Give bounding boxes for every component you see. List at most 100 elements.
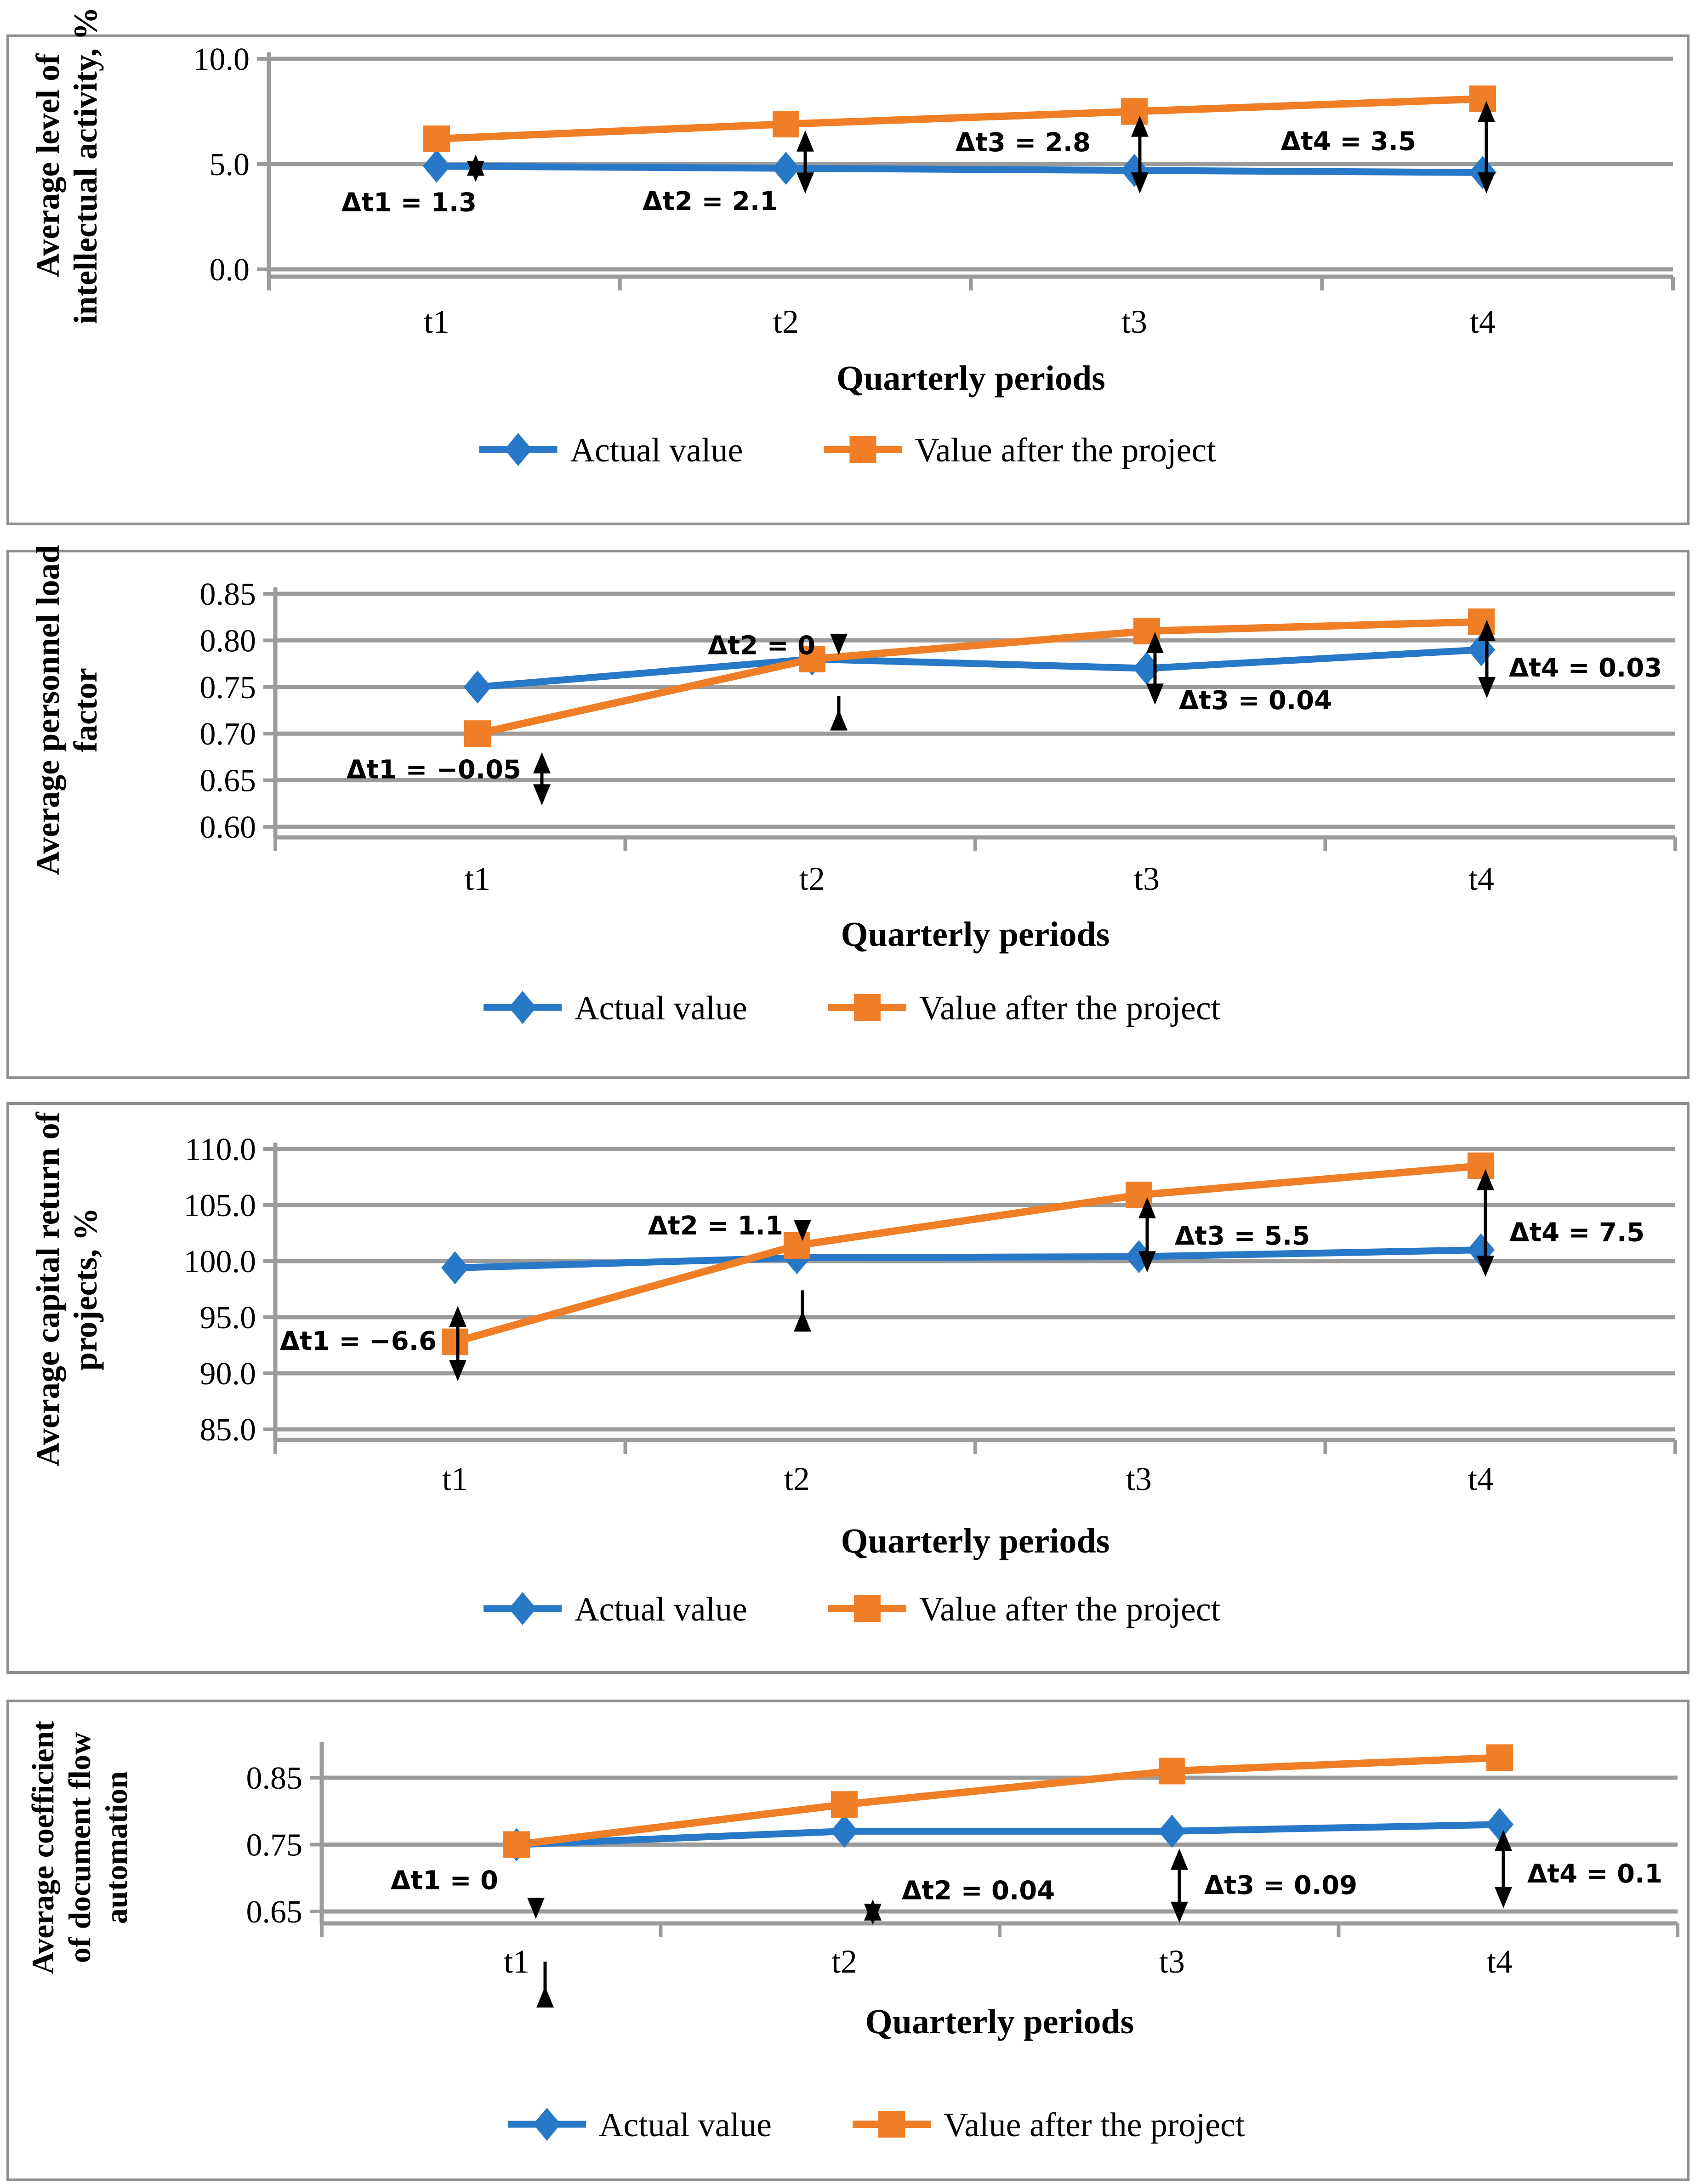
arrowhead-up-icon (449, 1306, 466, 1327)
delta-label: Δt1 = 1.3 (341, 188, 477, 217)
arrowhead-down-icon (527, 1898, 545, 1919)
legend-actual-marker-icon (504, 433, 532, 466)
delta-annotation: Δt2 = 0 (708, 631, 848, 731)
arrowhead-up-icon (830, 709, 848, 731)
x-tick-label: t1 (465, 860, 490, 897)
arrowhead-up-icon (1131, 115, 1149, 137)
project-point-marker-icon (773, 110, 799, 137)
arrowhead-down-icon (449, 1360, 466, 1382)
project-point-marker-icon (784, 1232, 810, 1259)
arrowhead-up-icon (794, 1310, 811, 1332)
arrowhead-up-icon (533, 752, 551, 774)
y-tick-label: 0.65 (200, 763, 256, 799)
actual-point-marker-icon (441, 1251, 469, 1285)
y-tick-label: 5.0 (210, 147, 250, 182)
legend-project-label: Value after the project (915, 432, 1217, 469)
delta-label: Δt3 = 0.04 (1179, 686, 1332, 716)
legend-project-label: Value after the project (919, 990, 1221, 1027)
y-axis-title-line: Average personnel load (29, 545, 66, 876)
chart-panel-document-flow: 0.85 0.75 0.65 Δt1 = 0 Δt2 = 0.04 Δt3 = 0.09 Δ… (6, 1700, 1690, 2181)
delta-annotation: Δt4 = 0.1 (1495, 1830, 1662, 1908)
arrowhead-down-icon (1478, 172, 1495, 194)
delta-annotation: Δt1 = −6.6 (280, 1306, 466, 1382)
delta-annotation: Δt4 = 3.5 (1281, 101, 1495, 194)
delta-label: Δt2 = 0 (708, 631, 815, 661)
delta-annotation: Δt3 = 0.09 (1171, 1848, 1357, 1923)
chart-panel-intellectual-activity: 10.0 5.0 0.0 Δt1 = 1.3 Δt2 = 2.1 Δt3 = 2.8 Δt4… (6, 7, 1690, 525)
project-point-marker-icon (1486, 1744, 1513, 1771)
legend-actual-label: Actual value (570, 432, 743, 469)
y-tick-label: 0.0 (210, 252, 250, 288)
legend-actual-marker-icon (533, 2108, 561, 2141)
chart-document-flow: 0.85 0.75 0.65 Δt1 = 0 Δt2 = 0.04 Δt3 = 0.09 Δ… (25, 1721, 1679, 2144)
delta-annotation: Δt3 = 2.8 (956, 115, 1149, 194)
chart-panel-personnel-load: 0.85 0.80 0.75 0.70 0.65 0.60 Δt1 = −0.05 Δt2 =… (6, 545, 1690, 1079)
delta-label: Δt3 = 2.8 (956, 128, 1091, 158)
chart-personnel-load: 0.85 0.80 0.75 0.70 0.65 0.60 Δt1 = −0.05 Δt2 =… (29, 545, 1677, 1027)
delta-label: Δt2 = 2.1 (643, 187, 778, 216)
y-tick-label: 0.75 (246, 1828, 303, 1863)
arrowhead-down-icon (533, 784, 551, 806)
chart-capital-return: 110.0 105.0 100.0 95.0 90.0 85.0 Δt1 = −6.6 Δt2… (29, 1111, 1677, 1628)
legend: Actual value Value after the project (484, 1591, 1221, 1628)
delta-annotation: Δt1 = 0 (391, 1866, 554, 2008)
y-axis-title-line: of document flow (62, 1732, 97, 1963)
project-point-marker-icon (831, 1791, 858, 1818)
delta-label: Δt3 = 5.5 (1175, 1221, 1310, 1251)
x-tick-label: t4 (1468, 860, 1494, 897)
y-tick-label: 0.65 (246, 1894, 303, 1930)
x-axis-title: Quarterly periods (841, 915, 1110, 954)
actual-point-marker-icon (464, 670, 491, 704)
project-value-line (516, 1754, 1500, 1848)
arrowhead-down-icon (830, 633, 848, 655)
x-axis-title: Quarterly periods (865, 2002, 1134, 2041)
x-tick-label: t3 (1121, 303, 1147, 340)
project-point-marker-icon (799, 645, 825, 672)
legend-project-marker-icon (878, 2111, 905, 2138)
project-value-line (477, 618, 1482, 738)
actual-point-marker-icon (423, 149, 450, 183)
legend-project-label: Value after the project (919, 1591, 1221, 1628)
arrowhead-up-icon (1495, 1830, 1512, 1851)
actual-point-marker-icon (772, 152, 800, 185)
arrowhead-down-icon (1146, 683, 1164, 705)
y-tick-label: 105.0 (184, 1188, 256, 1223)
x-tick-label: t2 (831, 1943, 857, 1980)
legend-actual-label: Actual value (575, 990, 747, 1027)
arrowhead-up-icon (536, 1986, 554, 2008)
y-tick-label: 110.0 (185, 1132, 256, 1167)
x-tick-label: t2 (784, 1461, 810, 1497)
y-axis-title-line: Average capital return of (29, 1111, 66, 1466)
y-tick-label: 85.0 (200, 1412, 256, 1448)
y-tick-label: 0.70 (200, 717, 256, 752)
y-tick-label: 0.60 (200, 810, 256, 845)
project-point-marker-icon (423, 125, 450, 153)
x-tick-label: t1 (504, 1943, 529, 1980)
x-tick-label: t3 (1134, 860, 1160, 897)
x-tick-label: t3 (1126, 1461, 1152, 1497)
legend: Actual value Value after the project (479, 432, 1217, 469)
arrowhead-down-icon (864, 1904, 882, 1925)
gridlines (263, 592, 1675, 829)
delta-label: Δt4 = 0.1 (1527, 1859, 1662, 1889)
legend-actual-label: Actual value (599, 2106, 772, 2144)
project-point-marker-icon (1121, 98, 1148, 125)
delta-label: Δt4 = 0.03 (1509, 653, 1662, 683)
delta-label: Δt4 = 7.5 (1509, 1218, 1644, 1248)
project-point-marker-icon (1468, 1152, 1494, 1179)
y-tick-label: 90.0 (200, 1356, 256, 1392)
x-tick-label: t1 (442, 1461, 468, 1497)
y-tick-label: 10.0 (193, 42, 250, 77)
actual-value-line (436, 163, 1483, 176)
project-value-line (436, 95, 1483, 143)
arrowhead-down-icon (796, 172, 814, 194)
arrowhead-down-icon (1495, 1887, 1512, 1908)
delta-label: Δt1 = 0 (391, 1866, 498, 1896)
arrowhead-up-icon (796, 130, 814, 152)
actual-value-line (455, 1246, 1481, 1272)
arrowhead-down-icon (1478, 677, 1496, 699)
legend-project-label: Value after the project (944, 2106, 1245, 2144)
y-tick-label: 0.85 (200, 577, 256, 612)
legend-actual-marker-icon (509, 991, 536, 1024)
